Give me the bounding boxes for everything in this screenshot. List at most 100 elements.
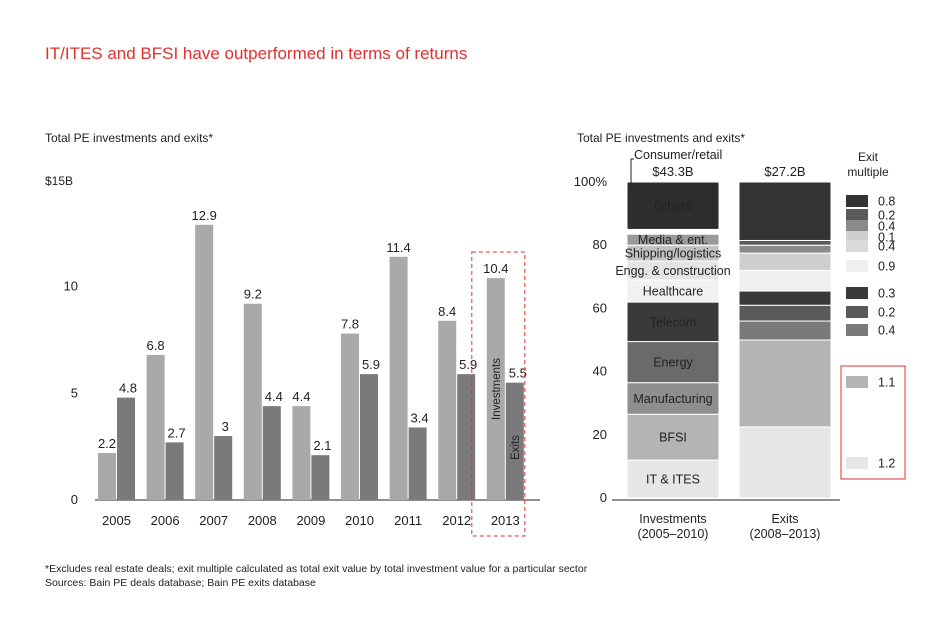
investment-bar-2009 xyxy=(292,406,311,500)
segment-label-engg-construction: Engg. & construction xyxy=(615,264,730,278)
legend-swatch-5 xyxy=(846,260,868,272)
left-y-tick-1: 5 xyxy=(71,385,78,400)
investment-label-2009: 4.4 xyxy=(292,389,310,404)
exits-column-label: Exits xyxy=(771,512,798,526)
sources-note: Sources: Bain PE deals database; Bain PE… xyxy=(45,577,316,589)
right-y-tick-4: 80 xyxy=(593,237,607,252)
exits-total: $27.2B xyxy=(764,164,805,179)
legend-swatch-6 xyxy=(846,287,868,299)
exit-bar-2005 xyxy=(117,397,135,500)
segment-label-shipping-logistics: Shipping/logistics xyxy=(625,247,722,261)
segment-label-it-ites: IT & ITES xyxy=(646,473,700,487)
investments-segment-bfsi xyxy=(626,413,720,461)
exit-label-2012: 5.9 xyxy=(459,357,477,372)
exits-segment-it-ites xyxy=(738,426,832,499)
investments-segment-others xyxy=(626,181,720,230)
legend-swatch-0 xyxy=(846,195,868,207)
exit-label-2009: 2.1 xyxy=(313,438,331,453)
legend-multiple-6: 0.3 xyxy=(878,287,895,301)
exits-segment-others xyxy=(738,181,832,241)
investment-bar-2012 xyxy=(438,320,457,500)
callout-bracket xyxy=(630,158,634,185)
exit-bar-2011 xyxy=(408,427,427,500)
legend-multiple-5: 0.9 xyxy=(878,260,895,274)
legend-swatch-8 xyxy=(846,324,868,336)
investment-bar-2006 xyxy=(146,354,165,500)
investment-label-2008: 9.2 xyxy=(244,287,262,302)
right-y-tick-0: 0 xyxy=(600,490,607,505)
legend-multiple-3: 0.1 xyxy=(878,231,895,245)
x-tick-2007: 2007 xyxy=(199,513,228,528)
right-chart-subtitle: Total PE investments and exits* xyxy=(577,131,746,145)
exit-label-2006: 2.7 xyxy=(168,425,186,440)
exit-label-2007: 3 xyxy=(222,419,229,434)
investment-label-2006: 6.8 xyxy=(147,338,165,353)
inline-label-investments: Investments xyxy=(491,358,503,420)
segment-label-others: Others xyxy=(654,199,692,213)
exits-segment-consumer-retail xyxy=(738,239,832,246)
segment-label-media-ent-: Media & ent. xyxy=(638,233,708,247)
investment-bar-2011 xyxy=(389,256,408,500)
exit-bar-2006 xyxy=(165,442,184,500)
legend-multiple-10: 1.2 xyxy=(878,457,895,471)
inline-label-exits: Exits xyxy=(510,435,522,460)
right-y-tick-2: 40 xyxy=(593,364,607,379)
exit-label-2013: 5.5 xyxy=(509,366,527,381)
investment-bar-2005 xyxy=(98,453,116,500)
left-y-tick-0: 0 xyxy=(71,492,78,507)
investment-label-2011: 11.4 xyxy=(386,240,410,255)
exits-segment-telecom xyxy=(738,290,832,306)
exits-segment-media-ent- xyxy=(738,244,832,254)
footnote: *Excludes real estate deals; exit multip… xyxy=(45,563,588,575)
exit-multiple-header-line1: Exit xyxy=(858,150,879,164)
investment-bar-2010 xyxy=(341,333,359,500)
legend-multiple-2: 0.4 xyxy=(878,220,895,234)
multiple-highlight-box xyxy=(840,365,906,480)
investment-label-2010: 7.8 xyxy=(341,317,359,332)
exit-label-2010: 5.9 xyxy=(362,357,380,372)
investment-bar-2008 xyxy=(243,303,262,500)
legend-swatch-4 xyxy=(846,240,868,252)
left-y-tick-2: 10 xyxy=(64,279,78,294)
exit-multiple-header-line2: multiple xyxy=(847,165,889,179)
segment-label-energy: Energy xyxy=(653,356,693,370)
legend-multiple-8: 0.4 xyxy=(878,324,895,338)
exits-segment-energy xyxy=(738,304,832,322)
investment-label-2012: 8.4 xyxy=(438,304,456,319)
segment-label-bfsi: BFSI xyxy=(659,431,687,445)
investments-column-sublabel: (2005–2010) xyxy=(638,527,709,541)
legend-swatch-10 xyxy=(846,457,868,469)
investment-bar-2013 xyxy=(486,278,505,500)
exit-bar-2009 xyxy=(311,455,330,500)
exit-bar-2013 xyxy=(505,382,524,500)
right-y-tick-5: 100% xyxy=(574,174,608,189)
x-tick-2013: 2013 xyxy=(491,513,520,528)
investment-bar-2007 xyxy=(195,224,214,501)
investment-label-2013: 10.4 xyxy=(483,261,508,276)
investments-column-label: Investments xyxy=(639,512,706,526)
exits-segment-bfsi xyxy=(738,339,832,428)
x-tick-2006: 2006 xyxy=(151,513,180,528)
legend-multiple-9: 1.1 xyxy=(878,376,895,390)
legend-multiple-1: 0.2 xyxy=(878,209,895,223)
investments-segment-energy xyxy=(626,341,720,384)
exits-column-sublabel: (2008–2013) xyxy=(750,527,821,541)
segment-label-healthcare: Healthcare xyxy=(643,285,703,299)
x-tick-2011: 2011 xyxy=(394,513,422,528)
investments-segment-it-ites xyxy=(626,459,720,499)
legend-multiple-4: 0.4 xyxy=(878,240,895,254)
investment-label-2005: 2.2 xyxy=(98,436,116,451)
left-chart-unit-label: $15B xyxy=(45,174,74,188)
exits-segment-shipping-logistics xyxy=(738,252,832,271)
exit-label-2005: 4.8 xyxy=(119,381,137,396)
x-tick-2010: 2010 xyxy=(345,513,374,528)
x-tick-2012: 2012 xyxy=(442,513,471,528)
segment-label-manufacturing: Manufacturing xyxy=(633,392,712,406)
x-tick-2005: 2005 xyxy=(102,513,131,528)
exits-segment-manufacturing xyxy=(738,320,832,341)
legend-multiple-7: 0.2 xyxy=(878,306,895,320)
exit-label-2008: 4.4 xyxy=(265,389,283,404)
legend-swatch-2 xyxy=(846,220,868,232)
exit-bar-2008 xyxy=(262,406,281,500)
